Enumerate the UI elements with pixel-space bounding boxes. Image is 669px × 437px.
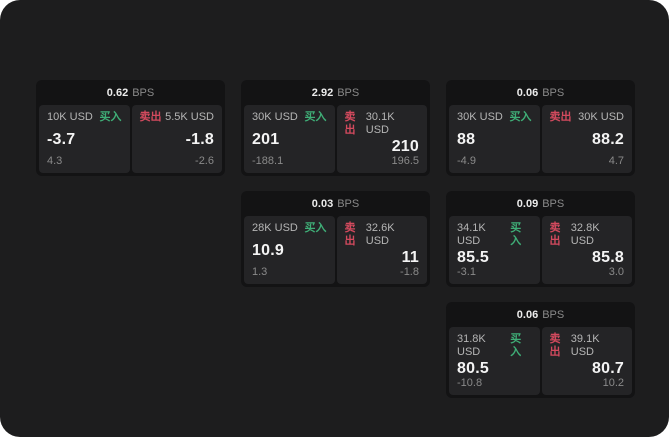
card-header: 2.92 BPS xyxy=(241,80,430,105)
buy-sub-value: 1.3 xyxy=(252,266,268,278)
bps-value: 0.03 xyxy=(311,197,334,210)
buy-amount: 30K USD xyxy=(252,111,298,123)
bps-value: 0.09 xyxy=(516,197,539,210)
buy-tag: 买入 xyxy=(304,222,327,234)
sell-sub-value: 196.5 xyxy=(391,155,419,167)
quote-card: 0.06 BPS 31.8K USD 买入 80.5 -10.8 卖出 39.1… xyxy=(446,302,635,398)
bps-unit: BPS xyxy=(337,86,360,99)
card-header: 0.62 BPS xyxy=(36,80,225,105)
buy-amount: 10K USD xyxy=(47,111,93,123)
sell-panel[interactable]: 卖出 39.1K USD 80.7 10.2 xyxy=(541,327,632,395)
bps-value: 0.06 xyxy=(516,86,539,99)
sell-panel[interactable]: 卖出 5.5K USD -1.8 -2.6 xyxy=(131,105,222,173)
sell-price: 210 xyxy=(391,137,419,155)
sell-price: -1.8 xyxy=(185,131,214,148)
buy-price: 85.5 xyxy=(457,248,489,266)
sell-sub-value: 10.2 xyxy=(602,377,624,389)
sell-amount: 39.1K USD xyxy=(570,333,600,358)
quote-panels: 34.1K USD 买入 85.5 -3.1 卖出 32.8K USD 85.8… xyxy=(446,216,635,287)
buy-tag: 买入 xyxy=(510,333,522,358)
quote-card: 0.03 BPS 28K USD 买入 10.9 1.3 卖出 32.6K US… xyxy=(241,191,430,287)
buy-sub-value: -188.1 xyxy=(252,155,284,167)
buy-price: 201 xyxy=(252,131,280,148)
sell-tag: 卖出 xyxy=(549,111,572,123)
quote-panels: 10K USD 买入 -3.7 4.3 卖出 5.5K USD -1.8 -2.… xyxy=(36,105,225,176)
buy-panel[interactable]: 34.1K USD 买入 85.5 -3.1 xyxy=(449,216,540,284)
buy-panel[interactable]: 30K USD 买入 201 -188.1 xyxy=(244,105,335,173)
card-header: 0.06 BPS xyxy=(446,80,635,105)
card-header: 0.06 BPS xyxy=(446,302,635,327)
sell-tag: 卖出 xyxy=(549,222,561,247)
bps-unit: BPS xyxy=(132,86,155,99)
buy-price: -3.7 xyxy=(47,131,76,148)
buy-amount: 28K USD xyxy=(252,222,298,234)
sell-price: 11 xyxy=(401,248,419,266)
quote-card: 0.06 BPS 30K USD 买入 88 -4.9 卖出 30K USD 8… xyxy=(446,80,635,176)
buy-price: 80.5 xyxy=(457,359,489,377)
sell-amount: 32.8K USD xyxy=(570,222,600,247)
quote-panels: 28K USD 买入 10.9 1.3 卖出 32.6K USD 11 -1.8 xyxy=(241,216,430,287)
bps-value: 2.92 xyxy=(311,86,334,99)
buy-amount: 34.1K USD xyxy=(457,222,486,247)
bps-unit: BPS xyxy=(337,197,360,210)
bps-unit: BPS xyxy=(542,308,565,321)
bps-value: 0.62 xyxy=(106,86,129,99)
sell-price: 88.2 xyxy=(592,131,624,148)
bps-unit: BPS xyxy=(542,197,565,210)
bps-value: 0.06 xyxy=(516,308,539,321)
buy-amount: 30K USD xyxy=(457,111,503,123)
sell-panel[interactable]: 卖出 32.8K USD 85.8 3.0 xyxy=(541,216,632,284)
sell-tag: 卖出 xyxy=(344,111,356,136)
buy-tag: 买入 xyxy=(509,111,532,123)
buy-panel[interactable]: 30K USD 买入 88 -4.9 xyxy=(449,105,540,173)
buy-sub-value: -4.9 xyxy=(457,155,476,167)
quote-panels: 30K USD 买入 201 -188.1 卖出 30.1K USD 210 1… xyxy=(241,105,430,176)
quote-panels: 31.8K USD 买入 80.5 -10.8 卖出 39.1K USD 80.… xyxy=(446,327,635,398)
sell-sub-value: 3.0 xyxy=(608,266,624,278)
sell-amount: 32.6K USD xyxy=(365,222,395,247)
buy-price: 88 xyxy=(457,131,476,148)
buy-panel[interactable]: 28K USD 买入 10.9 1.3 xyxy=(244,216,335,284)
sell-sub-value: -1.8 xyxy=(400,266,419,278)
buy-panel[interactable]: 10K USD 买入 -3.7 4.3 xyxy=(39,105,130,173)
bps-unit: BPS xyxy=(542,86,565,99)
buy-tag: 买入 xyxy=(510,222,522,247)
quote-panels: 30K USD 买入 88 -4.9 卖出 30K USD 88.2 4.7 xyxy=(446,105,635,176)
quote-card: 0.62 BPS 10K USD 买入 -3.7 4.3 卖出 5.5K USD… xyxy=(36,80,225,176)
sell-price: 85.8 xyxy=(592,248,624,266)
buy-amount: 31.8K USD xyxy=(457,333,486,358)
buy-tag: 买入 xyxy=(304,111,327,123)
sell-amount: 30K USD xyxy=(578,111,624,123)
quote-card: 0.09 BPS 34.1K USD 买入 85.5 -3.1 卖出 32.8K… xyxy=(446,191,635,287)
buy-sub-value: -10.8 xyxy=(457,377,483,389)
sell-price: 80.7 xyxy=(592,359,624,377)
sell-tag: 卖出 xyxy=(344,222,356,247)
sell-panel[interactable]: 卖出 32.6K USD 11 -1.8 xyxy=(336,216,427,284)
sell-sub-value: 4.7 xyxy=(608,155,624,167)
card-header: 0.09 BPS xyxy=(446,191,635,216)
sell-amount: 30.1K USD xyxy=(365,111,395,136)
sell-amount: 5.5K USD xyxy=(165,111,214,123)
sell-tag: 卖出 xyxy=(139,111,162,123)
sell-panel[interactable]: 卖出 30K USD 88.2 4.7 xyxy=(541,105,632,173)
buy-tag: 买入 xyxy=(99,111,122,123)
sell-sub-value: -2.6 xyxy=(195,155,214,167)
sell-tag: 卖出 xyxy=(549,333,561,358)
quote-card: 2.92 BPS 30K USD 买入 201 -188.1 卖出 30.1K … xyxy=(241,80,430,176)
buy-price: 10.9 xyxy=(252,242,284,259)
buy-sub-value: 4.3 xyxy=(47,155,63,167)
buy-sub-value: -3.1 xyxy=(457,266,476,278)
card-header: 0.03 BPS xyxy=(241,191,430,216)
sell-panel[interactable]: 卖出 30.1K USD 210 196.5 xyxy=(336,105,427,173)
buy-panel[interactable]: 31.8K USD 买入 80.5 -10.8 xyxy=(449,327,540,395)
